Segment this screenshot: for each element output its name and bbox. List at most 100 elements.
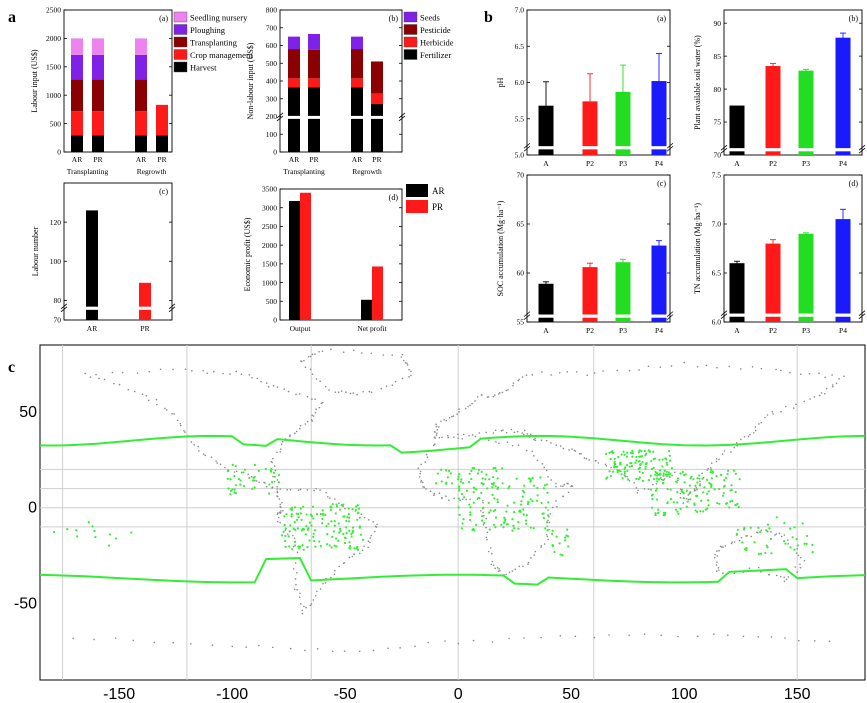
coastline-dot: [309, 368, 312, 371]
sample-point: [465, 489, 469, 492]
coastline-dot: [127, 388, 130, 391]
sample-point: [674, 508, 678, 511]
coastline-dot: [800, 373, 802, 376]
coastline-dot: [279, 488, 282, 490]
coastline-dot: [740, 438, 742, 441]
bar-segment-pesticide: [371, 61, 383, 94]
coastline-dot: [505, 573, 507, 576]
sample-point: [348, 541, 351, 544]
coastline-dot: [486, 396, 489, 398]
sample-point: [662, 472, 665, 475]
sample-point: [655, 498, 659, 501]
sample-point: [492, 466, 495, 470]
map-x-tick-label: 100: [671, 686, 698, 703]
coastline-dot: [457, 433, 459, 436]
panel-label: (c): [159, 187, 168, 196]
coastline-dot: [362, 390, 364, 393]
sample-point: [488, 528, 491, 531]
coastline-dot: [533, 438, 535, 441]
coastline-dot: [280, 510, 282, 512]
y-tick-label: 7.0: [515, 6, 525, 15]
sample-point: [234, 492, 237, 495]
bar-p4: [651, 81, 667, 155]
coastline-dot: [780, 535, 783, 538]
coastline-dot: [310, 603, 313, 605]
sample-point: [296, 527, 299, 530]
coastline-dot: [568, 449, 570, 451]
coastline-dot: [550, 374, 552, 376]
axis-break-gap: [725, 313, 861, 317]
coastline-dot: [521, 432, 523, 434]
coastline-dot: [190, 441, 193, 443]
axis-break-mark: [858, 144, 866, 151]
coastline-dot: [461, 438, 464, 440]
sample-point: [356, 518, 359, 521]
sample-point: [351, 526, 355, 529]
sample-point: [468, 503, 471, 506]
coastline-dot: [485, 431, 488, 434]
bar-segment-transplanting: [92, 79, 104, 112]
coastline-dot: [318, 406, 321, 409]
coastline-dot: [701, 472, 703, 475]
coastline-dot: [145, 394, 148, 397]
coastline-dot: [471, 434, 474, 436]
coastline-dot: [547, 519, 549, 522]
sample-point: [679, 472, 682, 475]
sample-point: [506, 523, 509, 526]
sample-point: [705, 492, 709, 495]
sample-point: [334, 512, 337, 515]
sample-point: [723, 479, 726, 482]
coastline-dot: [197, 445, 200, 448]
axis-break-gap: [725, 148, 861, 152]
sample-point: [348, 529, 351, 532]
sample-point: [343, 541, 347, 545]
sample-point: [512, 510, 516, 514]
bar-segment-fertilizer: [351, 87, 363, 152]
coastline-dot: [295, 393, 297, 396]
sample-point: [742, 528, 746, 531]
y-tick-label: 6.0: [712, 318, 722, 327]
axis-break-mark: [168, 303, 176, 310]
sample-point: [536, 494, 539, 497]
y-axis-label: Economic profit (US$): [243, 217, 252, 291]
coastline-dot: [757, 532, 759, 534]
coastline-dot: [311, 353, 314, 356]
coastline-dot: [521, 376, 524, 378]
sample-point: [696, 494, 699, 497]
sample-point: [689, 498, 692, 501]
coastline-dot: [567, 491, 570, 494]
sample-point: [667, 471, 670, 474]
sample-point: [75, 529, 78, 532]
coastline-dot: [433, 494, 435, 497]
coastline-dot: [361, 352, 363, 354]
coastline-dot: [287, 533, 289, 535]
sample-point: [305, 525, 308, 528]
coastline-dot: [479, 509, 482, 512]
x-tick-label: PR: [140, 324, 149, 333]
coastline-dot: [760, 529, 763, 532]
coastline-dot: [550, 442, 552, 444]
sample-point: [52, 531, 56, 534]
sample-point: [513, 501, 516, 504]
y-tick-label: 0: [273, 148, 277, 157]
sample-point: [329, 508, 332, 511]
sample-point: [766, 546, 769, 549]
sample-point: [546, 491, 549, 494]
sample-point: [361, 538, 365, 541]
coastline-dot: [348, 556, 351, 559]
legend-swatch: [406, 200, 428, 213]
sample-point: [669, 472, 672, 475]
coastline-dot: [458, 411, 460, 413]
sample-point: [694, 484, 697, 487]
axis-break-mark: [523, 145, 531, 152]
coastline-dot: [433, 436, 436, 438]
coastline-dot: [429, 490, 432, 493]
coastline-dot: [573, 449, 576, 452]
coastline-dot: [438, 492, 441, 494]
sample-point: [475, 488, 478, 491]
coastline-dot: [778, 532, 781, 535]
coastline-dot: [176, 419, 179, 422]
sample-point: [319, 512, 322, 516]
sample-point: [605, 477, 608, 480]
sample-point: [640, 455, 643, 458]
